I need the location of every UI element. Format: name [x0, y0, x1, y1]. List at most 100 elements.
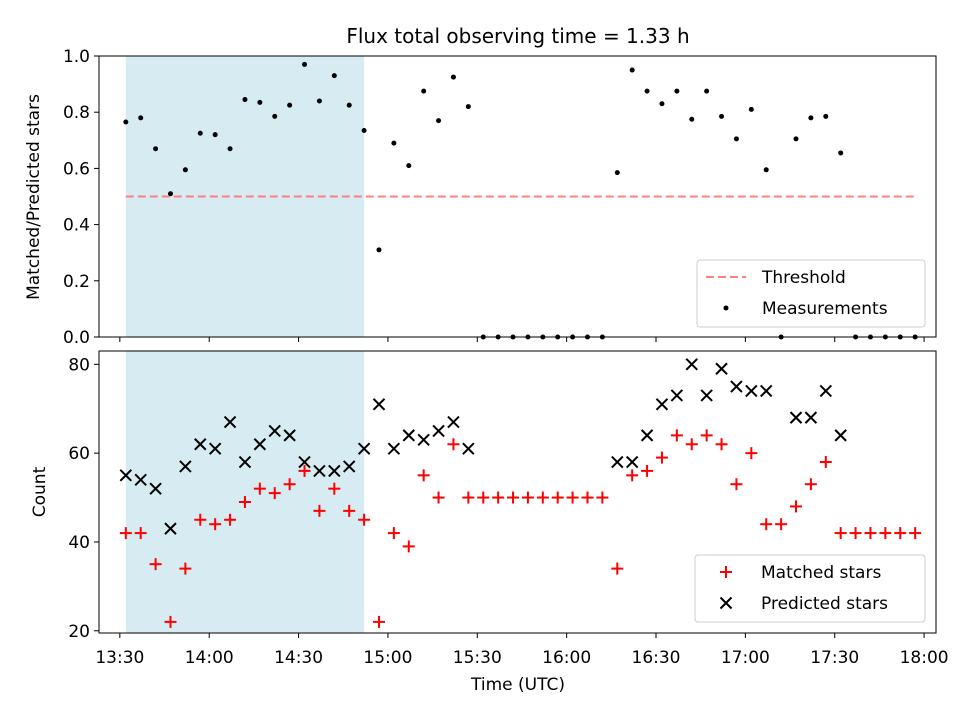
matched-star-point [462, 491, 475, 504]
matched-star-point [521, 491, 534, 504]
chart-title: Flux total observing time = 1.33 h [346, 24, 689, 48]
measurement-point [808, 115, 814, 121]
measurement-point [406, 163, 412, 169]
matched-star-point [447, 438, 460, 451]
measurement-point [659, 101, 665, 107]
top-y-tick-label: 0.2 [63, 272, 90, 292]
predicted-star-point [611, 455, 624, 469]
matched-star-point [864, 527, 877, 540]
matched-star-point [834, 527, 847, 540]
predicted-star-point [208, 442, 222, 455]
measurement-point [138, 115, 144, 121]
matched-star-point [387, 527, 400, 540]
bottom-y-ticks: 20 40 60 80 [68, 355, 99, 642]
top-panel: 0.0 0.2 0.4 0.6 0.8 1.0 Matched/Predicted sta… [24, 47, 937, 348]
bottom-y-tick-label: 20 [68, 622, 90, 642]
predicted-star-point [387, 442, 401, 455]
predicted-star-point [685, 358, 698, 371]
matched-star-point [179, 562, 192, 575]
top-y-tick-label: 1.0 [63, 47, 90, 67]
predicted-star-point [372, 398, 386, 411]
matched-star-point [879, 527, 892, 540]
predicted-star-point [402, 429, 415, 442]
measurement-point [763, 167, 769, 173]
bottom-x-ticks: 13:30 14:00 14:30 15:00 15:30 16:00 16:30 17:00… [95, 633, 949, 668]
predicted-star-point [655, 398, 669, 411]
matched-star-point [492, 491, 505, 504]
bottom-legend: Matched stars Predicted stars [694, 554, 926, 623]
predicted-star-point [730, 380, 743, 393]
top-y-ticks: 0.0 0.2 0.4 0.6 0.8 1.0 [63, 47, 99, 348]
matched-star-point [894, 527, 907, 540]
matched-star-point [715, 438, 728, 451]
measurement-point [227, 146, 233, 152]
matched-star-point [596, 491, 609, 504]
x-tick-label: 14:30 [274, 648, 323, 668]
predicted-star-point [253, 438, 267, 451]
x-tick-label: 15:00 [363, 648, 412, 668]
matched-star-point [372, 615, 385, 628]
legend-measurement-swatch [723, 305, 729, 311]
x-tick-label: 16:00 [542, 648, 591, 668]
matched-star-point [119, 527, 132, 540]
matched-star-point [432, 491, 445, 504]
matched-star-point [655, 451, 668, 464]
predicted-star-point [223, 415, 237, 429]
x-tick-label: 17:30 [810, 648, 859, 668]
count-points [119, 358, 922, 628]
matched-star-point [149, 558, 162, 571]
predicted-star-point [164, 522, 177, 535]
matched-star-point [194, 513, 207, 526]
predicted-star-point [179, 460, 192, 473]
predicted-star-point [462, 442, 475, 455]
matched-star-point [581, 491, 594, 504]
measurement-point [212, 132, 218, 138]
measurement-point [287, 102, 293, 108]
x-tick-label: 18:00 [900, 648, 949, 668]
legend-predicted-swatch [719, 596, 733, 610]
measurement-point [376, 247, 382, 253]
predicted-star-point [417, 433, 430, 447]
predicted-star-point [715, 362, 728, 375]
x-tick-label: 13:30 [95, 648, 144, 668]
measurement-point [436, 118, 442, 124]
matched-star-point [804, 478, 817, 491]
predicted-star-point [670, 389, 684, 402]
measurement-point [153, 146, 159, 152]
matched-star-point [328, 482, 341, 495]
matched-star-point [745, 447, 758, 460]
measurement-point [719, 113, 725, 119]
measurement-point [257, 99, 263, 105]
matched-star-point [253, 482, 266, 495]
measurement-point [674, 88, 680, 94]
measurement-point [182, 167, 188, 173]
matched-star-point [477, 491, 490, 504]
bottom-y-tick-label: 60 [68, 444, 90, 464]
predicted-star-point [700, 389, 713, 402]
top-y-tick-label: 0.8 [63, 103, 90, 123]
predicted-star-point [342, 460, 356, 473]
measurement-point [823, 113, 829, 119]
measurement-point [629, 67, 635, 73]
measurement-point [421, 88, 427, 94]
measurement-point [242, 97, 248, 103]
top-y-axis-label: Matched/Predicted stars [24, 94, 44, 300]
predicted-star-point [134, 473, 147, 486]
measurement-point [838, 150, 844, 156]
matched-star-point [358, 513, 371, 526]
matched-star-point [536, 491, 549, 504]
matched-star-point [417, 469, 430, 482]
x-tick-label: 17:00 [721, 648, 770, 668]
matched-star-point [760, 518, 773, 531]
measurement-point [689, 116, 695, 122]
predicted-star-point [149, 482, 162, 495]
top-axes-frame [98, 55, 937, 338]
matched-star-point [685, 438, 698, 451]
matched-star-point [209, 518, 222, 531]
predicted-star-point [625, 455, 639, 469]
measurement-point [733, 136, 739, 142]
matched-star-point [730, 478, 743, 491]
predicted-star-point [804, 411, 818, 424]
